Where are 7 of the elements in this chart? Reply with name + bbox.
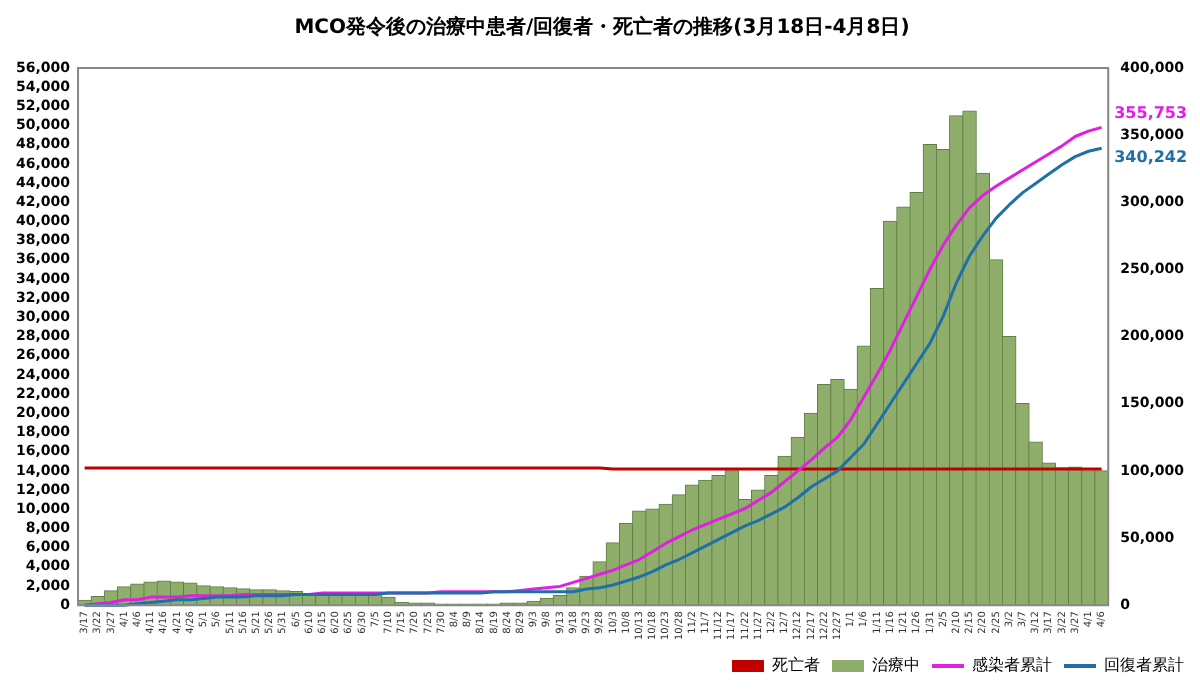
- data-label: 355,753: [1114, 103, 1188, 122]
- legend-label: 回復者累計: [1104, 656, 1184, 675]
- legend-label: 感染者累計: [972, 656, 1052, 675]
- legend-label: 治療中: [872, 656, 920, 675]
- legend-label: 死亡者: [772, 656, 820, 675]
- data-label: 340,242: [1114, 148, 1188, 167]
- chart-title: MCO発令後の治療中患者/回復者・死亡者の推移(3月18日-4月8日): [294, 15, 910, 40]
